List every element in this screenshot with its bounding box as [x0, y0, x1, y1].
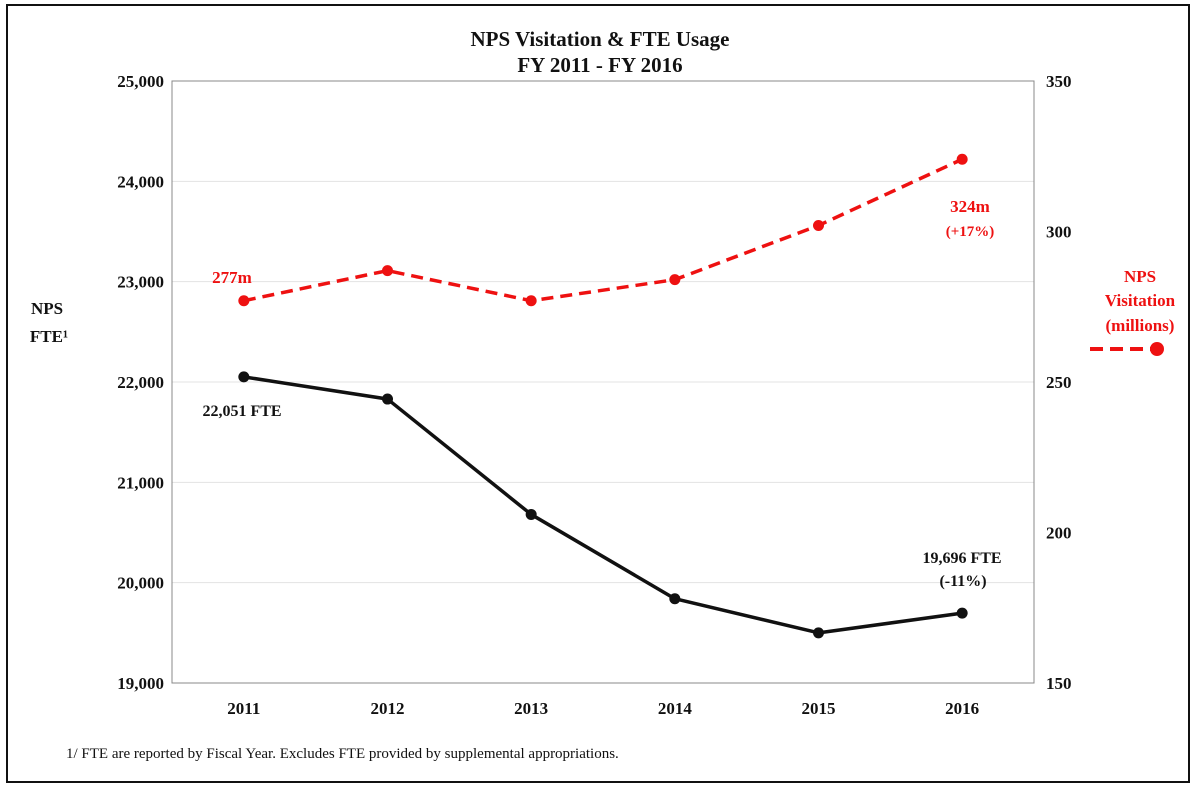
chart-title-line-1: NPS Visitation & FTE Usage — [470, 27, 729, 51]
right-tick-label: 200 — [1046, 524, 1072, 543]
chart-title-line-2: FY 2011 - FY 2016 — [517, 53, 682, 77]
footnote: 1/ FTE are reported by Fiscal Year. Excl… — [66, 746, 619, 762]
fte-point — [956, 607, 968, 619]
left-tick-label: 22,000 — [117, 373, 164, 392]
visitation-series-line — [243, 157, 963, 303]
fte-point — [525, 508, 537, 520]
x-tick-label: 2013 — [514, 699, 548, 718]
right-tick-label: 350 — [1046, 72, 1072, 91]
right-axis-ticks: 150 200 250 300 350 — [1046, 72, 1072, 693]
fte-end-label-line-2: (-11%) — [939, 573, 986, 590]
plot-area-border — [171, 80, 1035, 684]
x-tick-label: 2014 — [658, 699, 693, 718]
x-tick-label: 2016 — [945, 699, 979, 718]
fte-point — [669, 593, 681, 605]
left-tick-label: 23,000 — [117, 273, 164, 292]
x-tick-label: 2012 — [371, 699, 405, 718]
legend-label-line-3: (millions) — [1106, 316, 1175, 335]
visitation-point — [525, 295, 537, 307]
left-tick-label: 20,000 — [117, 574, 164, 593]
chart-frame — [6, 4, 1190, 783]
visitation-point — [669, 274, 681, 286]
left-tick-label: 21,000 — [117, 473, 164, 492]
legend-marker — [1150, 342, 1164, 356]
left-axis-title-line-1: NPS — [31, 299, 63, 318]
x-tick-label: 2015 — [802, 699, 836, 718]
right-tick-label: 250 — [1046, 373, 1072, 392]
visitation-end-label-line-1: 324m — [950, 197, 990, 216]
fte-end-label-line-1: 19,696 FTE — [922, 550, 1001, 567]
legend-label-line-2: Visitation — [1105, 291, 1176, 310]
right-tick-label: 300 — [1046, 223, 1072, 242]
x-axis-ticks: 2011 2012 2013 2014 2015 2016 — [227, 699, 979, 718]
visitation-point — [238, 295, 250, 307]
left-tick-label: 24,000 — [117, 172, 164, 191]
visitation-start-label: 277m — [212, 268, 252, 287]
fte-start-label: 22,051 FTE — [202, 403, 281, 420]
fte-point — [813, 627, 824, 639]
fte-point — [238, 371, 250, 383]
x-tick-label: 2011 — [227, 699, 260, 718]
fte-series-line — [243, 375, 963, 635]
left-tick-label: 25,000 — [117, 72, 164, 91]
left-axis-ticks: 19,000 20,000 21,000 22,000 23,000 24,000 25,0… — [117, 72, 164, 693]
series-layer — [238, 153, 968, 639]
left-axis-title-line-2: FTE¹ — [30, 327, 68, 346]
visitation-point — [813, 219, 824, 231]
legend-label-line-1: NPS — [1124, 267, 1156, 286]
visitation-point — [956, 153, 968, 165]
left-tick-label: 19,000 — [117, 674, 164, 693]
visitation-end-label-line-2: (+17%) — [946, 224, 995, 240]
legend: NPS Visitation (millions) — [1090, 267, 1176, 356]
visitation-point — [382, 265, 393, 277]
right-tick-label: 150 — [1046, 674, 1072, 693]
fte-point — [382, 393, 393, 405]
gridlines — [172, 180, 1034, 584]
